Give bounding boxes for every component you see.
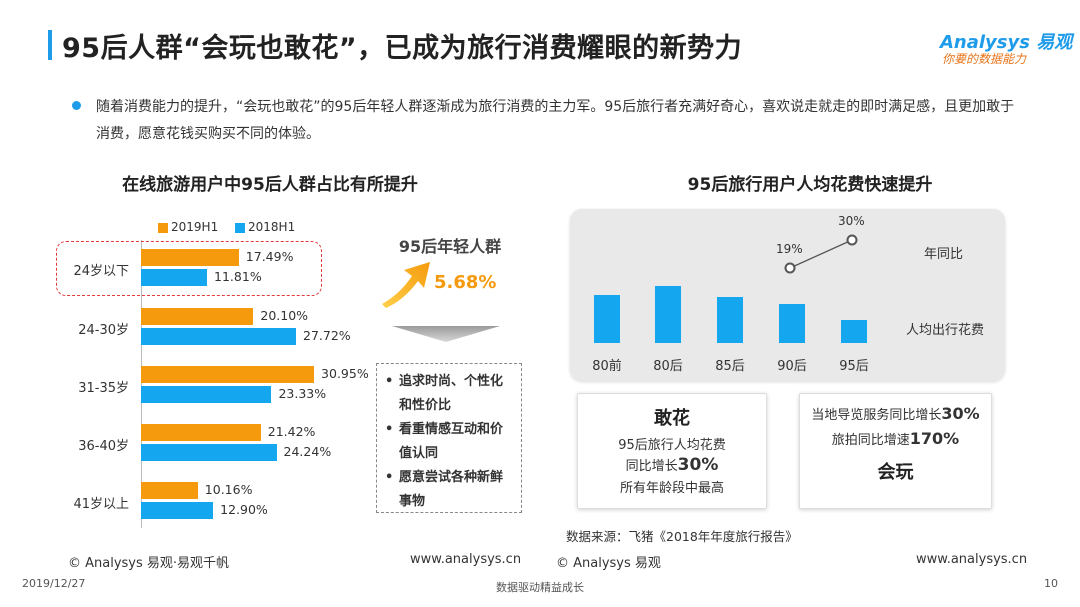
card-line-prefix: 旅拍同比增速 — [831, 433, 910, 448]
bar-2019h1 — [141, 366, 315, 383]
card-line-prefix: 同比增长 — [625, 459, 678, 474]
page-title: 95后人群“会玩也敢花”，已成为旅行消费耀眼的新势力 — [62, 33, 743, 64]
category-label: 31-35岁 — [78, 381, 129, 396]
category-axis — [141, 240, 142, 528]
bar-value-label: 17.49% — [245, 249, 294, 264]
legend-swatch — [235, 223, 245, 233]
spending-bar — [779, 304, 805, 343]
category-label: 80前 — [592, 359, 622, 374]
category-label: 41岁以上 — [73, 497, 129, 512]
category-label: 36-40岁 — [78, 439, 129, 454]
series-label: 年同比 — [924, 247, 964, 262]
spending-bar — [655, 286, 681, 343]
spending-chart-panel — [570, 209, 1005, 381]
footer-url-right[interactable]: www.analysys.cn — [916, 552, 1028, 567]
footer-copyright-right: © Analysys 易观 — [556, 556, 661, 571]
card-dare-to-spend: 敢花 95后旅行人均花费 同比增长30% 所有年龄段中最高 — [577, 393, 767, 509]
bar-2019h1 — [141, 308, 254, 325]
bar-value-label: 10.16% — [204, 482, 253, 497]
legend-swatch — [158, 223, 168, 233]
legend-label: 2019H1 — [171, 220, 219, 234]
card-title: 会玩 — [877, 462, 914, 483]
category-label: 95后 — [839, 359, 869, 374]
card-highlight-value: 30% — [677, 455, 719, 475]
trait-item: 追求时尚、个性化和性价比 — [385, 370, 513, 418]
card-title: 敢花 — [654, 408, 690, 429]
traits-box: 追求时尚、个性化和性价比 看重情感互动和价值认同 愿意尝试各种新鲜事物 — [376, 363, 522, 513]
card-highlight-value: 30% — [941, 404, 980, 423]
logo-slogan: 你要的数据能力 — [942, 52, 1027, 66]
trait-item: 愿意尝试各种新鲜事物 — [385, 466, 513, 514]
card-line-prefix: 当地导览服务同比增长 — [811, 408, 942, 423]
card-line: 同比增长30% — [578, 455, 766, 475]
growth-point — [846, 234, 858, 246]
growth-point — [784, 262, 796, 274]
footer-slogan: 数据驱动精益成长 — [496, 581, 584, 594]
bar-value-label: 20.10% — [260, 308, 309, 323]
spending-bar — [594, 295, 620, 343]
card-line: 所有年龄段中最高 — [619, 481, 724, 496]
bullet-icon — [72, 101, 81, 110]
category-label: 24-30岁 — [78, 323, 129, 338]
category-label: 24岁以下 — [73, 264, 129, 279]
card-line: 当地导览服务同比增长30% — [800, 404, 991, 423]
bar-2019h1 — [141, 249, 239, 266]
spending-bar — [841, 320, 867, 343]
down-triangle-icon — [392, 326, 500, 342]
intro-text: 随着消费能力的提升，“会玩也敢花”的95后年轻人群逐渐成为旅行消费的主力军。95… — [96, 99, 1015, 142]
legend-label: 2018H1 — [248, 220, 296, 234]
card-highlight-value: 170% — [909, 429, 960, 448]
category-label: 90后 — [777, 359, 807, 374]
data-source: 数据来源：飞猪《2018年年度旅行报告》 — [566, 529, 798, 544]
bar-value-label: 12.90% — [220, 502, 268, 517]
bar-value-label: 11.81% — [214, 269, 262, 284]
footer-copyright-left: © Analysys 易观·易观千帆 — [68, 556, 230, 571]
age-share-chart: 2019H1 2018H1 24岁以下 17.49% 11.81% 24-30岁 20.10… — [73, 220, 369, 528]
bar-2019h1 — [141, 424, 261, 441]
bar-2019h1 — [141, 482, 198, 499]
growth-point-label: 30% — [838, 214, 865, 228]
bar-2018h1 — [141, 328, 296, 345]
series-label: 人均出行花费 — [906, 323, 985, 338]
growth-line — [789, 239, 853, 269]
bar-2018h1 — [141, 269, 208, 286]
bar-value-label: 24.24% — [283, 444, 332, 459]
card-line: 95后旅行人均花费 — [618, 438, 726, 453]
bar-2018h1 — [141, 444, 277, 461]
title-accent-bar — [48, 30, 52, 60]
bar-2018h1 — [141, 386, 272, 403]
logo: Analysys 易观 — [940, 32, 1073, 53]
highlight-under-24 — [56, 241, 322, 296]
right-chart-title: 95后旅行用户人均花费快速提升 — [687, 175, 933, 195]
footer-url-left[interactable]: www.analysys.cn — [410, 552, 522, 567]
bar-value-label: 23.33% — [278, 386, 327, 401]
up-arrow-icon — [382, 262, 430, 308]
left-chart-title: 在线旅游用户中95后人群占比有所提升 — [122, 175, 418, 195]
bar-value-label: 27.72% — [303, 328, 351, 343]
page-number: 10 — [1044, 577, 1058, 590]
spending-bar — [717, 297, 743, 343]
bar-value-label: 21.42% — [267, 424, 316, 439]
card-line: 旅拍同比增速170% — [800, 429, 991, 448]
callout-value: 5.68% — [434, 272, 497, 293]
category-label: 85后 — [715, 359, 745, 374]
bar-2018h1 — [141, 502, 214, 519]
category-label: 80后 — [653, 359, 683, 374]
bar-value-label: 30.95% — [321, 366, 369, 381]
trait-item: 看重情感互动和价值认同 — [385, 418, 513, 466]
card-love-to-play: 当地导览服务同比增长30% 旅拍同比增速170% 会玩 — [799, 393, 992, 509]
callout-label: 95后年轻人群 — [398, 237, 502, 256]
footer-date: 2019/12/27 — [22, 577, 86, 590]
growth-point-label: 19% — [776, 242, 803, 256]
